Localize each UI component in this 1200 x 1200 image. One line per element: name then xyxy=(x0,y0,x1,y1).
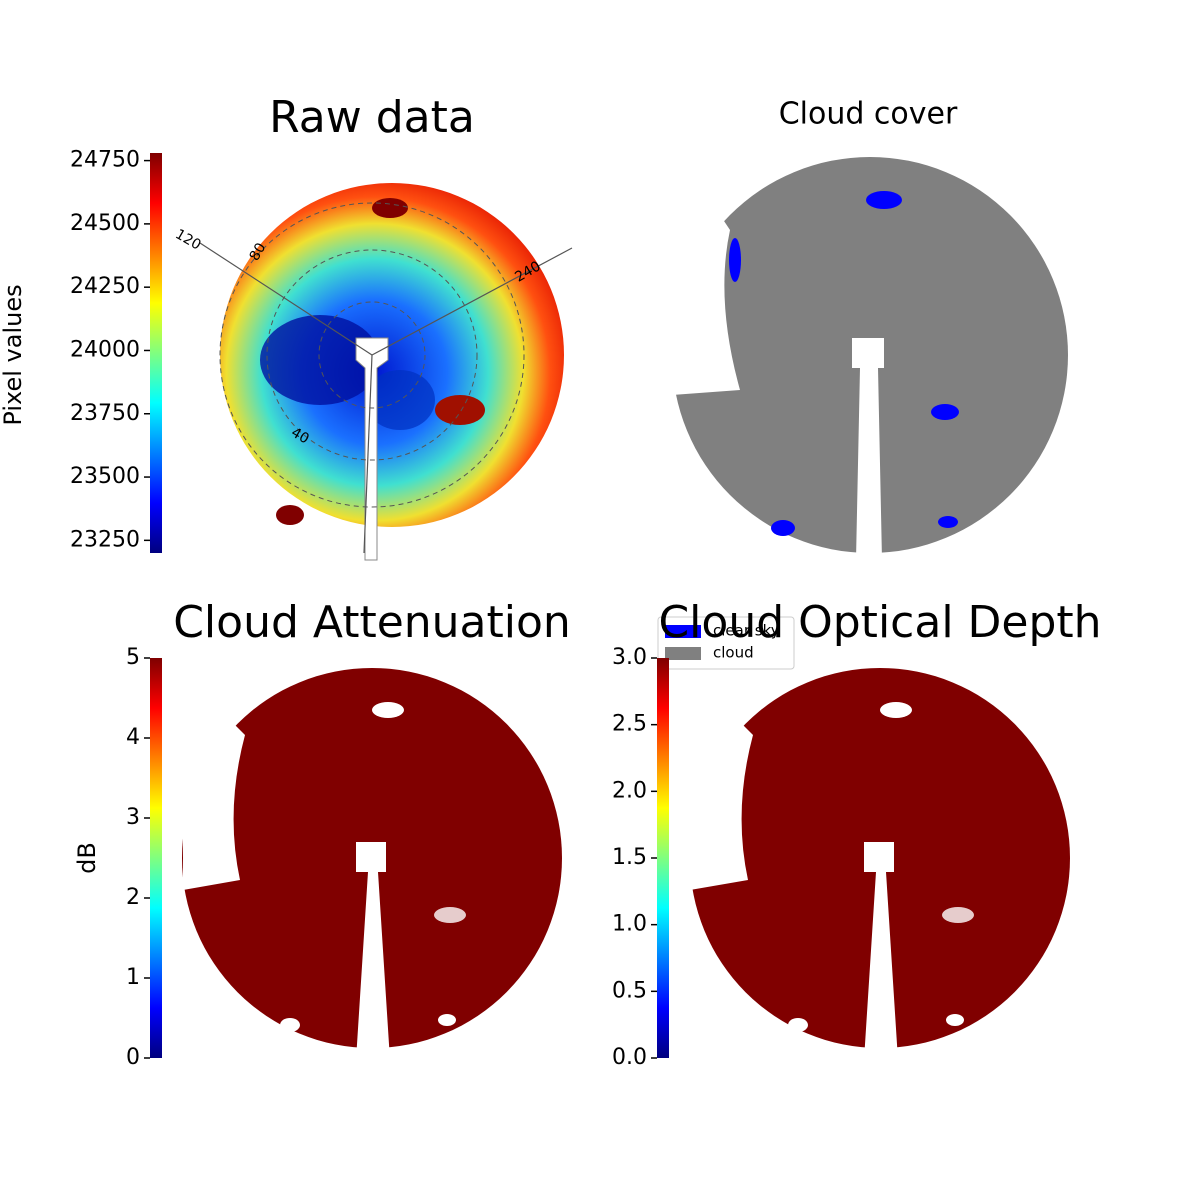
colorbar-tick-label: 0.0 xyxy=(612,1045,647,1070)
raw-image xyxy=(180,160,573,561)
legend-swatch xyxy=(665,625,701,638)
colorbar-tick-label: 3 xyxy=(126,805,140,830)
chart-title: Cloud cover xyxy=(779,97,958,132)
legend-label: clear sky xyxy=(713,622,780,640)
colorbar-tick-label: 24500 xyxy=(70,211,140,236)
colorbar xyxy=(150,658,162,1058)
polar-label: 40 xyxy=(288,425,311,448)
colorbar-tick-label: 2.0 xyxy=(612,778,647,803)
polar-label: 80 xyxy=(247,240,270,263)
colorbar-tick-label: 0.5 xyxy=(612,978,647,1003)
legend-label: cloud xyxy=(713,644,754,662)
colorbar-tick-label: 24250 xyxy=(70,274,140,299)
colorbar-tick-label: 4 xyxy=(126,725,140,750)
colorbar-tick-label: 5 xyxy=(126,645,140,670)
colorbar-tick-label: 24000 xyxy=(70,337,140,362)
colorbar-tick-label: 2.5 xyxy=(612,712,647,737)
colorbar-tick-label: 23750 xyxy=(70,401,140,426)
legend-swatch xyxy=(665,647,701,660)
chart-title: Cloud Optical Depth xyxy=(658,597,1101,648)
colorbar xyxy=(150,153,162,553)
cloud-cover-image xyxy=(672,157,1068,560)
attenuation-image xyxy=(182,665,562,1060)
chart-title: Raw data xyxy=(269,92,475,143)
colorbar-tick-label: 1 xyxy=(126,965,140,990)
colorbar-tick-label: 23500 xyxy=(70,464,140,489)
colorbar-tick-label: 2 xyxy=(126,885,140,910)
colorbar-tick-label: 24750 xyxy=(70,148,140,173)
colorbar xyxy=(657,658,669,1058)
chart-title: Cloud Attenuation xyxy=(173,597,571,648)
colorbar-label: dB xyxy=(73,842,101,874)
colorbar-tick-label: 0 xyxy=(126,1045,140,1070)
colorbar-tick-label: 3.0 xyxy=(612,645,647,670)
colorbar-tick-label: 1.5 xyxy=(612,845,647,870)
colorbar-tick-label: 1.0 xyxy=(612,912,647,937)
colorbar-tick-label: 23250 xyxy=(70,527,140,552)
optical-depth-image xyxy=(690,665,1070,1060)
colorbar-label: Pixel values xyxy=(0,284,27,425)
